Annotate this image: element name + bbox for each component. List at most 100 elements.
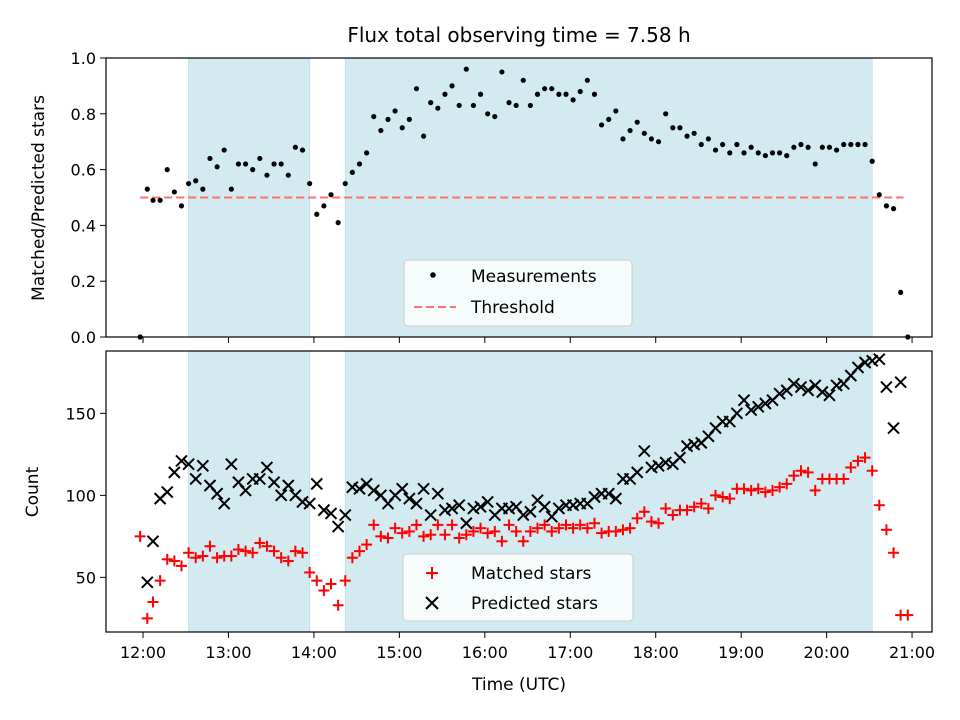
matched-star-point: [282, 555, 294, 567]
predicted-star-point: [217, 497, 231, 510]
measurement-point: [242, 161, 249, 167]
legend-matched-marker: [426, 567, 438, 579]
measurement-point: [741, 150, 747, 156]
predicted-marker-b: [274, 489, 288, 502]
measurement-point: [663, 111, 669, 117]
measurement-point: [371, 113, 377, 120]
matched-star-point: [325, 578, 337, 590]
predicted-star-point: [141, 576, 154, 589]
predicted-star-point: [794, 380, 808, 394]
predicted-marker-b: [602, 487, 615, 500]
measurement-point: [534, 91, 541, 97]
matched-star-point: [888, 547, 900, 559]
predicted-marker-b: [809, 379, 822, 392]
measurement-point: [171, 189, 177, 195]
ratio-panel-ylabel: Matched/Predicted stars: [29, 95, 49, 301]
matched-star-point: [268, 545, 280, 557]
predicted-star-point: [310, 477, 323, 491]
matched-star-point: [247, 547, 259, 559]
predicted-marker-b: [687, 438, 701, 451]
measurement-point: [299, 147, 306, 153]
measurement-point: [577, 88, 583, 95]
matched-star-point: [567, 522, 579, 534]
matched-star-point: [717, 491, 729, 503]
matched-star-point: [190, 552, 202, 564]
predicted-star-point: [417, 482, 430, 496]
measurement-point: [506, 100, 512, 106]
predicted-star-point: [737, 394, 751, 407]
matched-star-point: [368, 519, 380, 531]
predicted-marker-b: [282, 479, 295, 492]
predicted-star-point: [467, 502, 480, 515]
y-tick-label: 0.8: [71, 105, 96, 124]
measurement-point: [798, 141, 804, 148]
measurement-point: [356, 161, 363, 167]
predicted-marker-b: [638, 444, 651, 458]
predicted-star-point: [566, 498, 580, 512]
matched-star-point: [254, 537, 266, 549]
predicted-marker-b: [367, 484, 380, 497]
predicted-marker-b: [588, 490, 601, 504]
matched-star-point: [211, 552, 223, 564]
legend-measurements-label: Measurements: [471, 267, 597, 287]
measurement-point: [556, 91, 562, 97]
x-axis-ticks-top: [142, 337, 913, 343]
predicted-marker-b: [652, 459, 665, 473]
measurement-point: [200, 186, 206, 192]
predicted-star-point: [282, 479, 295, 492]
matched-star-point: [510, 525, 522, 537]
measurement-point: [470, 102, 477, 109]
matched-star-point: [745, 484, 757, 496]
predicted-marker-b: [452, 498, 466, 512]
predicted-star-point: [602, 487, 615, 500]
measurement-point: [869, 158, 875, 164]
matched-star-point: [361, 539, 373, 551]
predicted-marker-b: [203, 479, 217, 492]
predicted-marker-b: [217, 497, 231, 510]
predicted-star-point: [239, 484, 252, 497]
matched-star-point: [902, 609, 914, 621]
count-panel-ylabel: Count: [23, 466, 43, 517]
measurement-point: [144, 186, 150, 192]
predicted-marker-b: [830, 379, 843, 392]
predicted-star-point: [324, 507, 338, 520]
matched-star-point: [859, 452, 871, 464]
predicted-star-point: [823, 389, 836, 402]
matched-star-point: [845, 461, 857, 473]
measurement-point: [164, 167, 170, 173]
measurement-point: [727, 150, 733, 156]
observing-span: [188, 350, 311, 633]
measurement-point: [264, 172, 270, 178]
predicted-marker-b: [360, 477, 373, 491]
measurement-point: [777, 150, 783, 156]
predicted-star-point: [773, 387, 786, 400]
predicted-marker-b: [146, 535, 160, 548]
count-panel-frame: [105, 350, 933, 633]
predicted-marker-b: [175, 454, 188, 468]
matched-star-point: [553, 522, 565, 534]
measurement-point: [520, 77, 526, 83]
matched-star-point: [261, 540, 273, 552]
matched-star-point: [653, 517, 665, 529]
x-axis-ticks: 12:00 13:00 14:00 15:00 16:00 17:00 18:00 19:00…: [120, 632, 935, 662]
y-tick-label: 100: [65, 486, 96, 505]
matched-star-point: [809, 484, 821, 496]
matched-star-point: [318, 584, 330, 596]
x-tick-label: 19:00: [718, 643, 764, 662]
measurement-point: [207, 155, 213, 162]
y-tick-label: 0.4: [71, 216, 96, 235]
x-tick-label: 12:00: [120, 643, 166, 662]
predicted-marker-b: [816, 385, 829, 399]
predicted-star-point: [524, 505, 537, 518]
matched-star-point: [724, 493, 736, 505]
measurement-point: [841, 141, 847, 148]
predicted-marker-b: [823, 389, 836, 402]
predicted-marker-b: [673, 451, 687, 464]
matched-star-point: [631, 512, 643, 524]
matched-star-point: [353, 545, 365, 557]
predicted-star-point: [353, 482, 366, 496]
matched-star-point: [396, 527, 408, 539]
measurement-point: [399, 125, 405, 131]
x-tick-label: 14:00: [291, 643, 337, 662]
y-axis-ticks: 0.0 0.2 0.4 0.6 0.8 1.0: [71, 49, 106, 347]
